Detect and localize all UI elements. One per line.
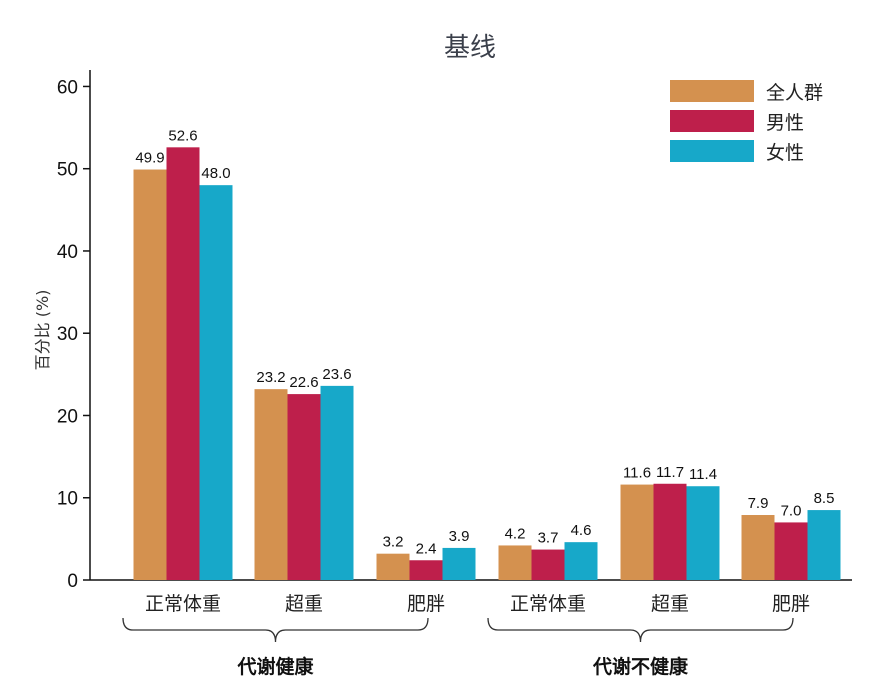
- y-tick-label: 0: [67, 571, 78, 592]
- bar-女性-3: [564, 542, 598, 580]
- data-label: 7.9: [748, 495, 769, 512]
- bar-男性-1: [287, 394, 321, 580]
- bars-layer: [133, 147, 841, 581]
- x-category-label: 超重: [651, 593, 689, 615]
- bar-男性-2: [409, 560, 443, 580]
- y-tick-label: 10: [57, 489, 78, 510]
- data-label: 48.0: [201, 165, 230, 182]
- data-label: 52.6: [168, 127, 197, 144]
- x-category-label: 正常体重: [510, 593, 586, 615]
- category-labels-layer: 正常体重 超重 肥胖 正常体重 超重 肥胖: [145, 593, 810, 615]
- legend-swatch: [670, 110, 754, 132]
- data-label: 11.6: [623, 465, 651, 482]
- bar-全人群-5: [741, 515, 775, 580]
- bar-全人群-1: [254, 389, 288, 580]
- x-category-label: 正常体重: [145, 593, 221, 615]
- data-label: 49.9: [135, 150, 164, 167]
- group-brace: [487, 617, 794, 643]
- bar-全人群-4: [620, 484, 654, 580]
- data-label: 11.4: [689, 466, 717, 483]
- data-label: 3.2: [383, 534, 404, 551]
- bar-全人群-0: [133, 169, 167, 580]
- bar-全人群-2: [376, 553, 410, 580]
- group-label: 代谢不健康: [592, 655, 689, 678]
- y-tick-label: 60: [57, 77, 78, 98]
- legend-swatch: [670, 140, 754, 162]
- y-tick-label: 20: [57, 406, 78, 427]
- group-braces-layer: 代谢健康 代谢不健康: [122, 617, 794, 678]
- legend-label: 全人群: [766, 82, 823, 104]
- data-label: 3.9: [449, 528, 470, 545]
- data-label: 23.2: [256, 369, 285, 386]
- data-label: 11.7: [656, 464, 684, 481]
- legend-label: 男性: [766, 112, 804, 134]
- data-label: 4.2: [505, 525, 526, 542]
- bar-女性-0: [199, 185, 233, 580]
- bar-女性-5: [807, 510, 841, 580]
- data-label: 4.6: [571, 522, 592, 539]
- x-category-label: 肥胖: [772, 593, 810, 615]
- legend-swatch: [670, 80, 754, 102]
- bar-男性-5: [774, 522, 808, 580]
- data-label: 23.6: [322, 366, 351, 383]
- legend-label: 女性: [766, 142, 804, 164]
- y-axis-label: 百分比 (%): [33, 290, 52, 371]
- y-tick-label: 50: [57, 160, 78, 181]
- data-labels-layer: 49.952.6 48.0 23.2 22.6 23.6 3.2 2.4 3.9 4.2 3.7 4…: [135, 127, 834, 557]
- y-axis: 0 10 20 30 40 50 60: [57, 70, 91, 592]
- group-brace: [122, 617, 429, 643]
- x-category-label: 肥胖: [407, 593, 445, 615]
- bar-男性-4: [653, 483, 687, 580]
- data-label: 3.7: [538, 530, 559, 547]
- data-label: 2.4: [416, 540, 437, 557]
- data-label: 7.0: [781, 502, 802, 519]
- bar-女性-4: [686, 486, 720, 580]
- y-tick-label: 30: [57, 324, 78, 345]
- bar-男性-3: [531, 549, 565, 580]
- bar-女性-2: [442, 547, 476, 580]
- bar-男性-0: [166, 147, 200, 581]
- x-category-label: 超重: [285, 593, 323, 615]
- bar-女性-1: [320, 385, 354, 580]
- bar-全人群-3: [498, 545, 532, 580]
- chart-title: 基线: [444, 33, 496, 63]
- group-label: 代谢健康: [236, 655, 314, 678]
- data-label: 8.5: [814, 490, 835, 507]
- data-label: 22.6: [289, 374, 318, 391]
- y-tick-label: 40: [57, 242, 78, 263]
